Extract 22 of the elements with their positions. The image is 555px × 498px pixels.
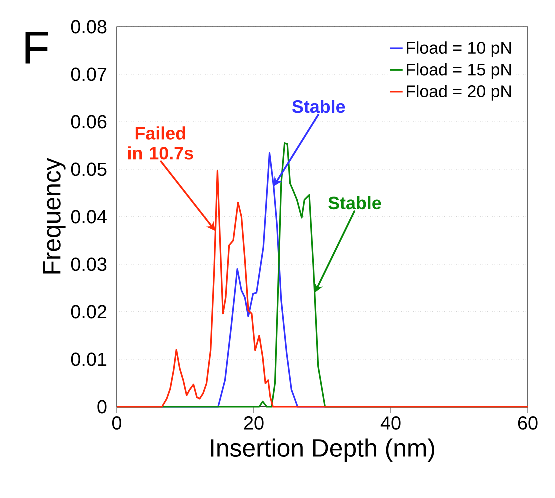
x-axis-title: Insertion Depth (nm): [211, 438, 434, 462]
y-tick-label: 0.02: [71, 305, 107, 319]
y-tick-label: 0.08: [71, 20, 107, 34]
x-tick-label: 20: [244, 416, 264, 430]
legend-label: Fload = 15 pN: [407, 63, 512, 80]
annotation: Stable: [328, 196, 382, 210]
y-tick-label: 0.03: [71, 258, 107, 272]
x-tick-label: 60: [518, 416, 538, 430]
y-tick-label: 0.07: [71, 68, 107, 82]
y-tick-label: 0.04: [71, 210, 107, 224]
legend-label: Fload = 10 pN: [407, 42, 512, 58]
text: F: [26, 32, 48, 64]
y-tick-label: 0.06: [71, 115, 107, 129]
annotation: Failed in 10.7s: [128, 126, 194, 160]
y-tick-label: 0.05: [71, 162, 107, 176]
legend-label: Fload = 20 pN: [407, 85, 512, 101]
annotation: Stable: [292, 100, 346, 114]
y-tick-label: 0: [98, 400, 107, 414]
y-axis-title: Frequency: [44, 158, 66, 274]
x-tick-label: 0: [112, 416, 122, 430]
y-tick-label: 0.01: [71, 352, 107, 366]
x-tick-label: 40: [380, 416, 401, 430]
